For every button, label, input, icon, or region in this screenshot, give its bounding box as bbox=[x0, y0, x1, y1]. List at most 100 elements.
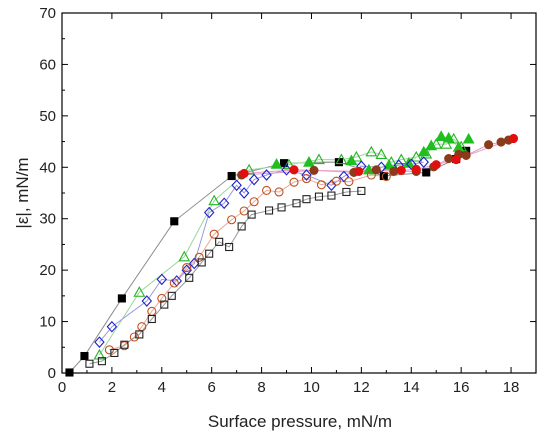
y-tick-label: 10 bbox=[39, 314, 56, 331]
data-point-square bbox=[85, 359, 94, 368]
data-point-square bbox=[80, 351, 89, 361]
data-point-square bbox=[314, 192, 324, 201]
data-point-square bbox=[205, 249, 214, 258]
data-point-diamond bbox=[238, 187, 250, 199]
data-point-circle bbox=[344, 177, 354, 187]
data-point-circle bbox=[366, 170, 376, 180]
data-point-circle bbox=[157, 293, 167, 303]
data-point-diamond bbox=[181, 264, 192, 276]
data-point-triangle bbox=[93, 348, 106, 360]
data-point-square bbox=[225, 242, 234, 252]
data-point-triangle bbox=[270, 158, 283, 169]
data-point-diamond bbox=[376, 161, 387, 174]
series-line bbox=[98, 138, 462, 356]
data-point-triangle bbox=[382, 159, 395, 170]
data-point-circle bbox=[461, 150, 471, 161]
x-tick-label: 4 bbox=[158, 379, 166, 396]
series-layer bbox=[65, 130, 519, 377]
data-point-diamond bbox=[338, 170, 350, 183]
data-point-square bbox=[342, 187, 351, 197]
data-point-circle bbox=[129, 332, 139, 342]
data-point-square bbox=[265, 206, 274, 215]
data-point-triangle bbox=[345, 154, 358, 166]
data-point-circle bbox=[239, 168, 249, 179]
data-point-square bbox=[327, 191, 336, 200]
axis-layer: 0 2 4 6 8 10 12 14 16 18 0 10 20 30 40 50 60 70 bbox=[39, 5, 536, 396]
data-point-diamond bbox=[326, 179, 337, 192]
x-tick-label: 12 bbox=[353, 379, 370, 396]
data-point-diamond bbox=[406, 158, 417, 171]
data-point-circle bbox=[484, 140, 494, 150]
data-point-triangle bbox=[442, 131, 455, 143]
data-point-square bbox=[185, 273, 194, 282]
data-point-triangle bbox=[243, 163, 256, 175]
y-tick-label: 70 bbox=[39, 5, 56, 22]
y-tick-label: 50 bbox=[39, 108, 56, 125]
data-point-diamond bbox=[261, 169, 272, 181]
x-tick-label: 18 bbox=[503, 379, 520, 396]
data-point-square bbox=[197, 258, 206, 267]
data-point-circle bbox=[371, 165, 381, 175]
plot-background bbox=[62, 13, 536, 373]
data-point-square bbox=[292, 199, 301, 208]
data-point-triangle bbox=[350, 150, 363, 162]
data-point-diamond bbox=[188, 257, 200, 270]
data-point-square bbox=[160, 300, 169, 309]
data-point-circle bbox=[289, 165, 299, 175]
data-point-circle bbox=[396, 165, 406, 175]
data-point-square bbox=[247, 210, 256, 219]
data-point-triangle bbox=[303, 156, 315, 167]
data-point-diamond bbox=[301, 169, 312, 181]
x-tick-label: 0 bbox=[58, 379, 66, 396]
series-line bbox=[89, 190, 362, 365]
data-point-square bbox=[117, 294, 126, 303]
data-point-triangle bbox=[133, 286, 146, 297]
data-point-square bbox=[277, 203, 286, 212]
data-point-triangle bbox=[313, 153, 325, 165]
x-tick-label: 16 bbox=[453, 379, 470, 396]
data-point-square bbox=[227, 171, 236, 181]
data-point-triangle bbox=[462, 132, 475, 144]
data-point-triangle bbox=[410, 150, 423, 162]
data-point-square bbox=[237, 222, 246, 231]
data-point-square bbox=[170, 217, 179, 226]
data-point-triangle bbox=[375, 148, 388, 159]
y-axis-title: |ε|, mN/m bbox=[13, 157, 32, 228]
data-point-circle bbox=[194, 252, 204, 262]
y-tick-label: 60 bbox=[39, 56, 56, 73]
data-point-triangle bbox=[335, 153, 348, 165]
data-point-circle bbox=[182, 263, 192, 273]
data-point-diamond bbox=[203, 206, 215, 219]
data-point-circle bbox=[389, 166, 399, 176]
data-point-square bbox=[110, 348, 119, 357]
data-point-circle bbox=[209, 229, 219, 239]
y-tick-label: 20 bbox=[39, 262, 56, 279]
data-point-triangle bbox=[440, 138, 453, 149]
data-point-square bbox=[135, 330, 144, 339]
data-point-triangle bbox=[417, 145, 430, 157]
data-point-square bbox=[215, 237, 224, 246]
x-tick-label: 6 bbox=[208, 379, 216, 396]
data-point-triangle bbox=[425, 139, 438, 151]
data-point-circle bbox=[331, 176, 341, 186]
data-point-circle bbox=[169, 278, 179, 288]
data-point-circle bbox=[411, 164, 421, 174]
data-point-square bbox=[167, 291, 176, 300]
data-point-circle bbox=[274, 187, 284, 197]
data-point-circle bbox=[309, 165, 319, 175]
data-point-diamond bbox=[218, 197, 230, 210]
data-point-circle bbox=[444, 153, 454, 164]
data-point-triangle bbox=[362, 163, 375, 175]
data-point-square bbox=[422, 168, 431, 177]
data-point-square bbox=[357, 186, 366, 195]
data-point-diamond bbox=[106, 320, 118, 333]
data-point-diamond bbox=[141, 295, 153, 307]
y-tick-label: 40 bbox=[39, 159, 56, 176]
data-point-circle bbox=[316, 180, 327, 190]
data-point-circle bbox=[451, 155, 461, 165]
data-point-circle bbox=[354, 166, 364, 176]
data-point-diamond bbox=[281, 164, 292, 176]
data-point-triangle bbox=[178, 250, 191, 262]
data-point-diamond bbox=[156, 273, 168, 286]
